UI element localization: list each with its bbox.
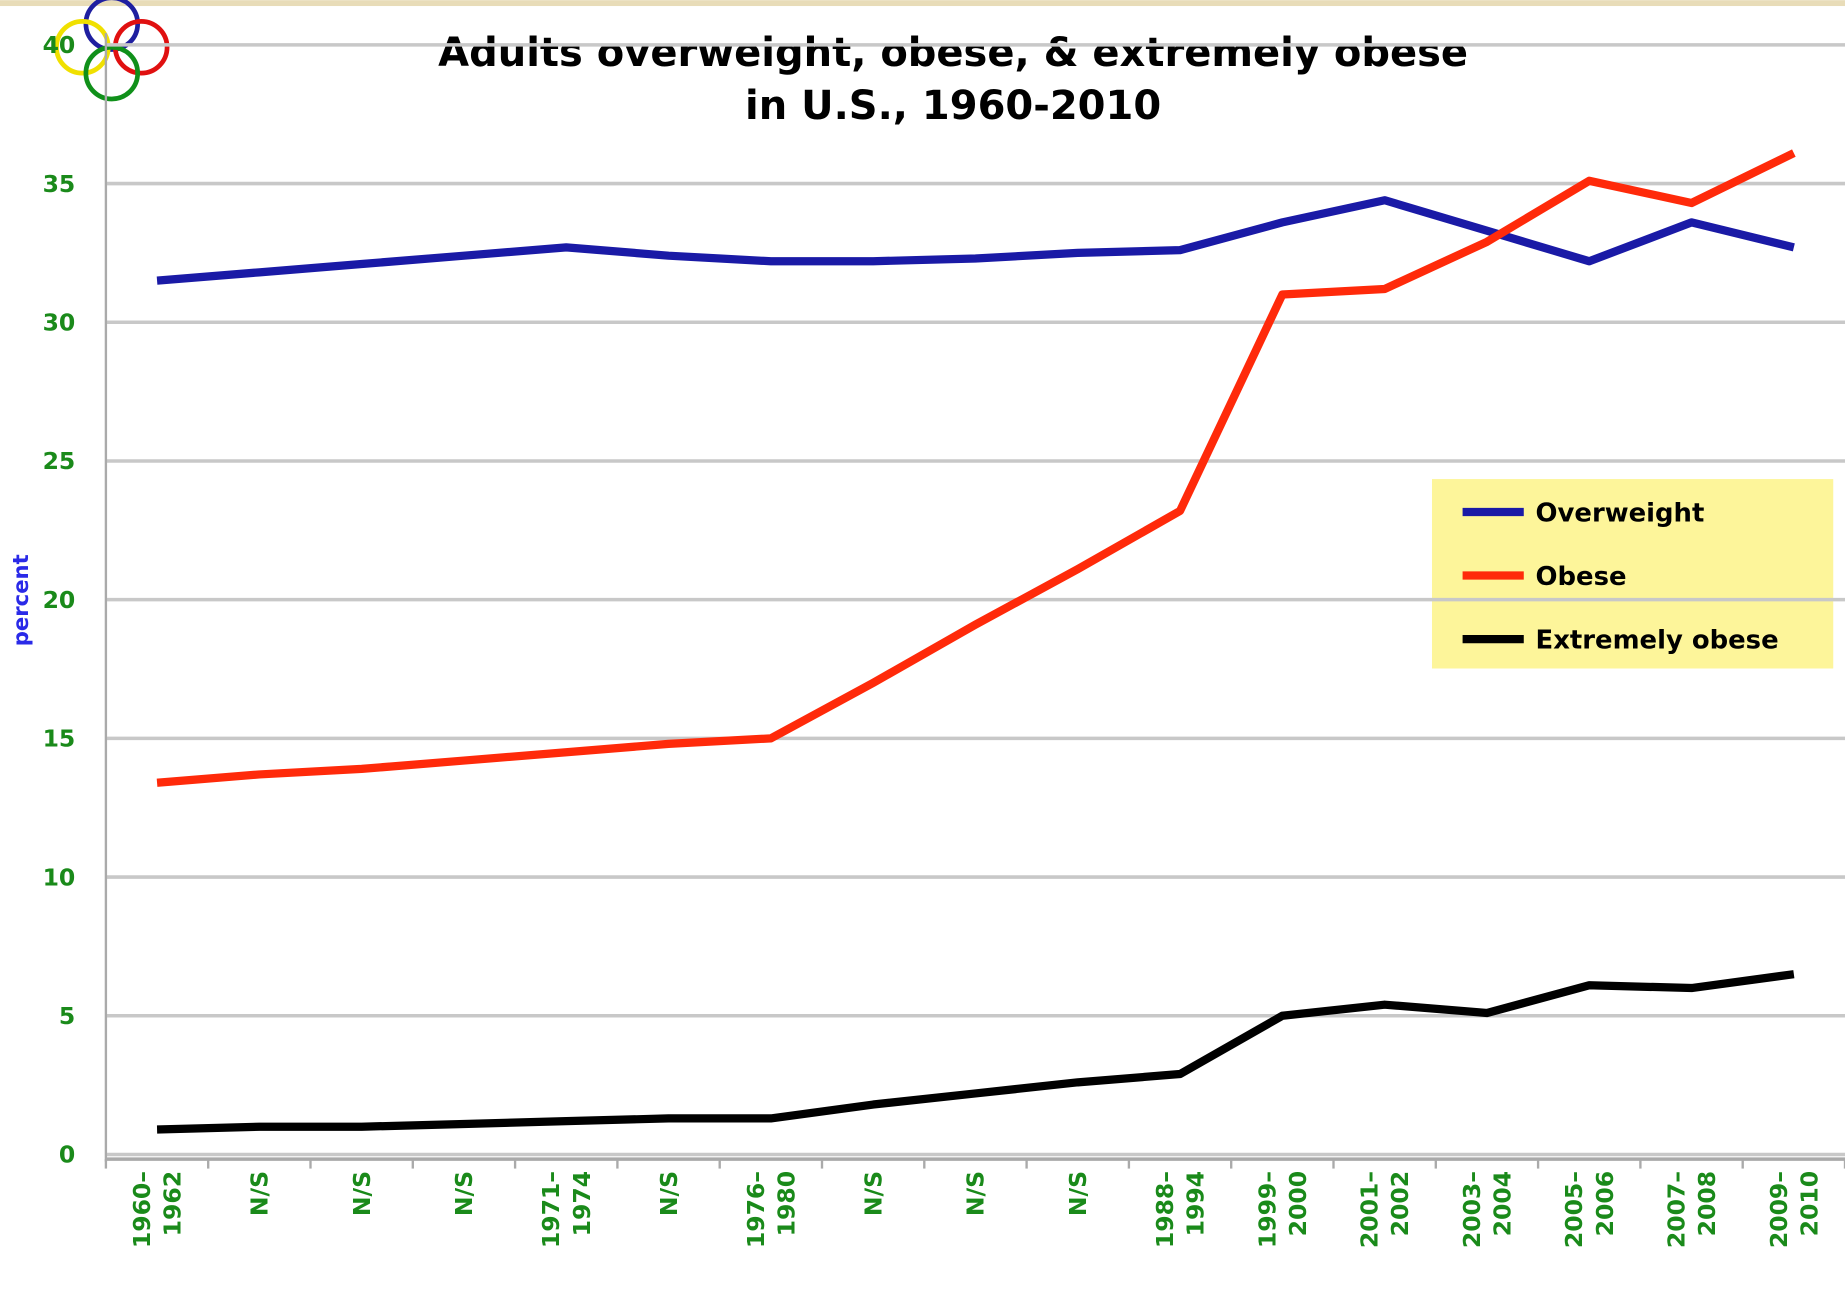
x-tick-label: 1988– 1994 — [1151, 1171, 1210, 1248]
y-tick-label: 40 — [43, 31, 76, 59]
y-tick-label: 35 — [43, 170, 76, 198]
x-tick-label: N/S — [246, 1171, 274, 1216]
y-tick-label: 20 — [43, 586, 76, 614]
series-line — [156, 970, 1795, 1134]
legend-label: Extremely obese — [1536, 625, 1779, 655]
x-tick-label: 2005– 2006 — [1560, 1171, 1619, 1248]
chart-title: in U.S., 1960-2010 — [745, 83, 1161, 129]
x-tick-label: N/S — [1064, 1171, 1092, 1216]
x-tick-label: 1960– 1962 — [128, 1171, 187, 1248]
x-tick-label: N/S — [655, 1171, 683, 1216]
x-tick-label: 1971– 1974 — [537, 1171, 596, 1248]
legend-label: Obese — [1536, 562, 1627, 592]
x-tick-label: N/S — [450, 1171, 478, 1216]
x-tick-label: 2009– 2010 — [1765, 1171, 1824, 1248]
x-tick-label: 2003– 2004 — [1458, 1171, 1517, 1248]
y-tick-label: 15 — [43, 725, 76, 753]
series-line — [156, 196, 1795, 285]
x-tick-label: 1976– 1980 — [742, 1171, 801, 1248]
series-line — [156, 149, 1796, 787]
y-axis-label: percent — [8, 554, 33, 646]
x-tick-label: 1999– 2000 — [1253, 1171, 1312, 1248]
rings — [54, 0, 170, 102]
y-tick-label: 0 — [59, 1141, 75, 1169]
x-tick-label: N/S — [348, 1171, 376, 1216]
y-tick-label: 10 — [43, 863, 76, 891]
y-tick-label: 25 — [43, 447, 76, 475]
y-tick-label: 30 — [43, 309, 76, 337]
x-tick-label: N/S — [859, 1171, 887, 1216]
x-tick-label: 2007– 2008 — [1662, 1171, 1721, 1248]
x-tick-label: N/S — [962, 1171, 990, 1216]
legend-label: Overweight — [1536, 498, 1705, 528]
chart-title: Adults overweight, obese, & extremely ob… — [438, 30, 1468, 76]
y-tick-label: 5 — [59, 1002, 75, 1030]
top-strip — [0, 0, 1845, 7]
x-tick-label: 2001– 2002 — [1356, 1171, 1415, 1248]
